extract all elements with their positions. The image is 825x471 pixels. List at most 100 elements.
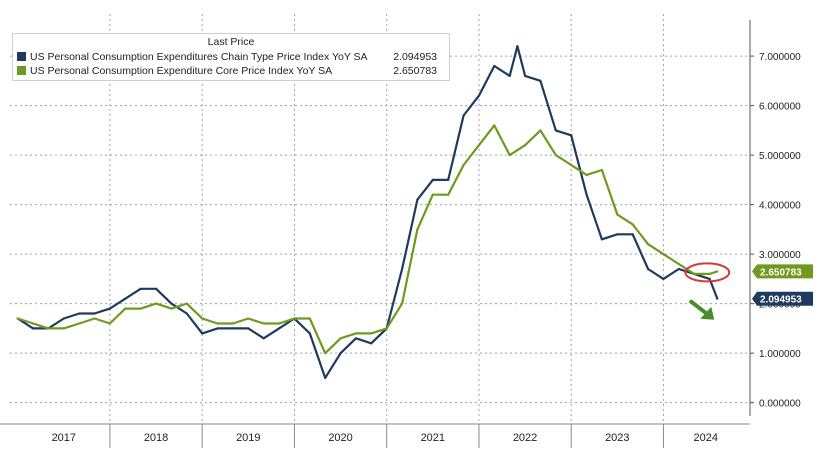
data-point-core xyxy=(570,163,573,167)
data-point-core xyxy=(508,154,511,157)
last-value-tag-bg xyxy=(752,291,813,306)
data-point-core xyxy=(16,317,19,320)
data-point-core xyxy=(277,322,281,325)
data-point-core xyxy=(47,327,50,330)
data-point-headline xyxy=(354,337,358,340)
data-point-headline xyxy=(708,277,711,280)
legend-swatch-headline xyxy=(17,52,26,61)
data-point-headline xyxy=(400,267,404,271)
data-point-headline xyxy=(646,267,650,271)
legend: Last Price US Personal Consumption Expen… xyxy=(12,33,450,81)
data-point-headline xyxy=(616,233,619,236)
data-point-core xyxy=(154,302,158,305)
data-point-headline xyxy=(231,327,235,330)
data-point-headline xyxy=(462,114,465,117)
data-point-headline xyxy=(139,287,142,290)
data-point-core xyxy=(293,317,296,320)
data-point-core xyxy=(262,322,265,325)
data-point-core xyxy=(600,168,604,172)
data-point-headline xyxy=(308,332,311,335)
series-line-headline xyxy=(17,45,719,379)
data-point-headline xyxy=(662,277,665,280)
data-point-headline xyxy=(631,233,634,236)
data-point-core xyxy=(523,144,527,147)
data-point-core xyxy=(216,322,219,325)
legend-swatch-core xyxy=(17,66,26,75)
legend-item-headline: US Personal Consumption Expenditures Cha… xyxy=(17,50,443,63)
x-tick-label: 2022 xyxy=(513,432,537,444)
x-tick-label: 2020 xyxy=(328,432,352,444)
trend-arrow-head xyxy=(700,306,715,320)
data-point-core xyxy=(185,302,188,305)
data-point-headline xyxy=(216,327,219,330)
data-point-headline xyxy=(539,79,542,82)
data-point-headline xyxy=(262,337,265,340)
data-point-core xyxy=(677,262,680,266)
y-tick-label: 4.000000 xyxy=(759,201,801,212)
data-point-headline xyxy=(416,198,419,201)
legend-item-core: US Personal Consumption Expenditure Core… xyxy=(17,64,443,77)
data-point-core xyxy=(554,154,557,157)
annotation-layer xyxy=(684,262,731,320)
legend-header: Last Price xyxy=(207,36,255,48)
data-point-core xyxy=(170,307,173,310)
data-point-headline xyxy=(477,94,481,97)
legend-value-headline: 2.094953 xyxy=(393,50,437,63)
data-point-core xyxy=(93,317,96,320)
data-point-core xyxy=(139,307,142,310)
data-point-headline xyxy=(154,287,158,290)
data-point-headline xyxy=(554,129,557,132)
data-point-headline xyxy=(185,312,188,315)
data-point-headline xyxy=(93,312,96,315)
data-point-core xyxy=(631,223,634,226)
data-point-core xyxy=(716,270,719,273)
highlight-circle xyxy=(684,262,731,283)
last-value-tag-text: 2.650783 xyxy=(760,267,802,278)
data-point-headline xyxy=(447,178,450,181)
data-point-headline xyxy=(431,178,434,181)
y-tick-label: 0.000000 xyxy=(759,399,801,410)
data-point-headline xyxy=(124,297,127,300)
data-point-core xyxy=(416,228,419,231)
last-value-tag-text: 2.094953 xyxy=(760,295,802,306)
data-point-core xyxy=(62,327,65,330)
data-point-core xyxy=(708,272,711,276)
data-point-core xyxy=(354,332,358,335)
legend-value-core: 2.650783 xyxy=(393,64,437,77)
data-point-headline xyxy=(716,297,719,300)
series-layer xyxy=(16,45,719,380)
last-value-tag-core: 2.650783 xyxy=(752,264,813,279)
y-tick-label: 3.000000 xyxy=(759,250,801,261)
x-tick-label: 2019 xyxy=(236,432,260,444)
y-tick-label: 5.000000 xyxy=(759,151,801,162)
data-point-core xyxy=(431,193,434,196)
data-point-core xyxy=(324,352,327,355)
legend-label-headline: US Personal Consumption Expenditures Cha… xyxy=(30,50,368,63)
data-point-core xyxy=(493,124,496,127)
data-point-core xyxy=(616,213,619,216)
data-point-core xyxy=(539,129,542,132)
data-point-headline xyxy=(508,74,511,77)
data-point-headline xyxy=(108,307,112,310)
data-point-core xyxy=(339,337,342,340)
legend-label-core: US Personal Consumption Expenditure Core… xyxy=(30,64,333,77)
data-point-headline xyxy=(370,342,373,345)
data-point-headline xyxy=(324,376,327,380)
data-point-headline xyxy=(277,327,281,330)
x-axis: 2017 2018 2019 2020 2021 2022 2023 2024 xyxy=(0,423,750,448)
data-point-headline xyxy=(677,267,680,271)
data-point-headline xyxy=(201,332,204,335)
data-point-core xyxy=(693,272,696,276)
data-point-core xyxy=(108,322,112,325)
data-point-headline xyxy=(523,74,527,77)
data-point-headline xyxy=(78,312,81,315)
data-point-core xyxy=(447,193,450,196)
data-point-core xyxy=(400,302,404,305)
data-point-headline xyxy=(62,317,65,320)
x-tick-label: 2018 xyxy=(144,432,168,444)
y-tick-label: 7.000000 xyxy=(759,52,801,63)
grid-layer xyxy=(10,14,748,424)
data-point-core xyxy=(646,243,650,246)
